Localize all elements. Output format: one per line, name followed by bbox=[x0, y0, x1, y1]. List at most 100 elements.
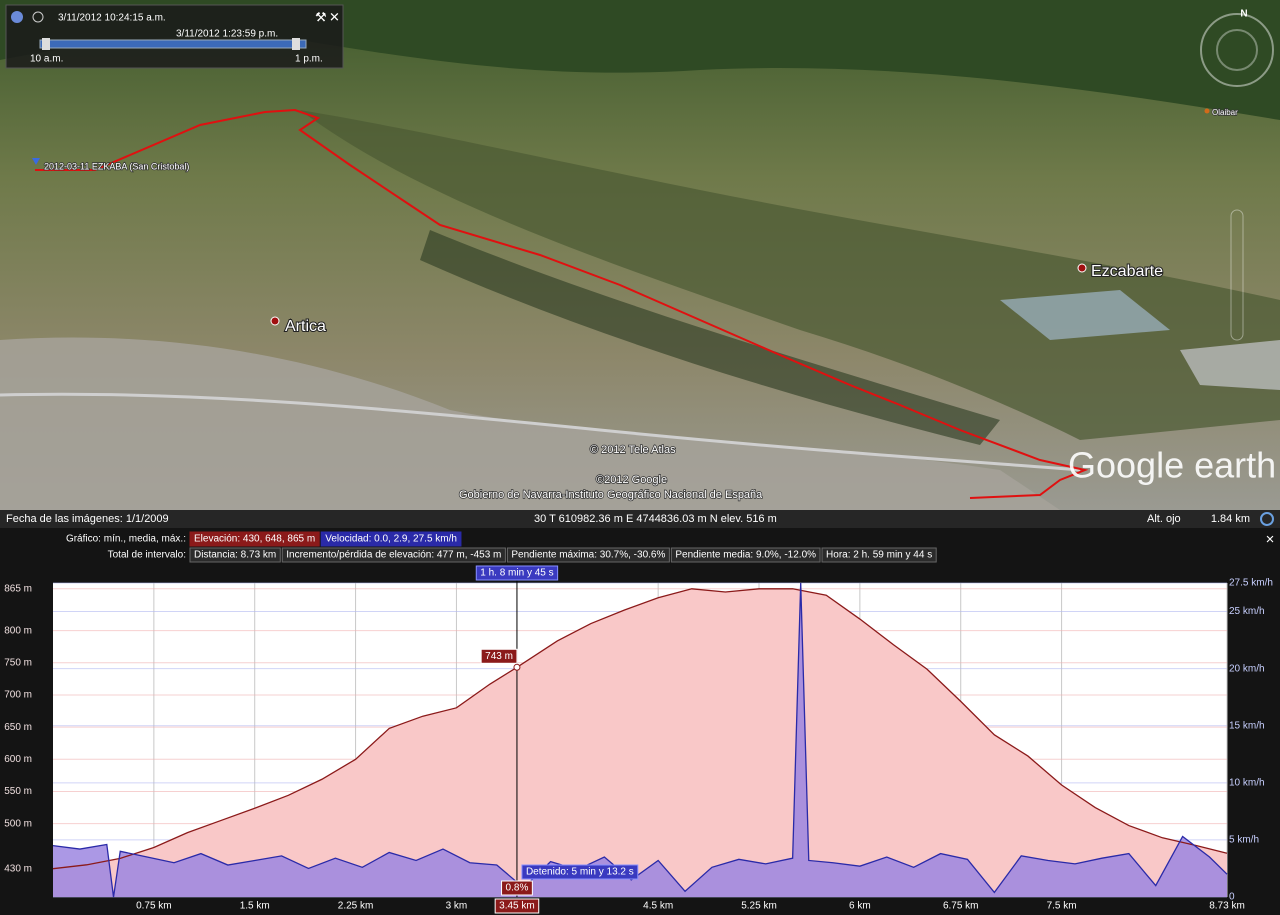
road bbox=[0, 392, 1081, 472]
loading-indicator bbox=[1260, 512, 1274, 526]
credit: © 2012 Tele Atlas bbox=[590, 444, 676, 456]
time-slider-panel bbox=[5, 4, 344, 69]
place-dot bbox=[1204, 108, 1210, 114]
imagery-date: Fecha de las imágenes: 1/1/2009 bbox=[6, 513, 169, 525]
interval-total: Pendiente máxima: 30.7%, -30.6% bbox=[511, 550, 665, 561]
interval-total-box bbox=[821, 547, 937, 563]
compass-north: N bbox=[1240, 9, 1247, 20]
series-area bbox=[53, 583, 1227, 897]
time-button[interactable] bbox=[11, 11, 23, 23]
time-range bbox=[39, 39, 307, 49]
y-tick-label: 700 m bbox=[4, 690, 32, 701]
cursor-stopped: Detenido: 5 min y 13.2 s bbox=[526, 867, 634, 878]
credit: Gobierno de Navarra-Instituto Geográfico… bbox=[459, 489, 763, 501]
cursor-point bbox=[513, 663, 521, 671]
y-tick-label: 865 m bbox=[4, 583, 32, 594]
row-label: Gráfico: mín., media, máx.: bbox=[66, 534, 186, 545]
zoom-out-button[interactable] bbox=[32, 11, 44, 23]
settings-button[interactable]: ⚒ bbox=[315, 9, 327, 24]
y2-tick-label: 20 km/h bbox=[1229, 663, 1265, 674]
series-line bbox=[52, 588, 1228, 870]
logo: Google earth bbox=[1068, 445, 1276, 486]
cursor-elevation: 743 m bbox=[485, 651, 513, 662]
cursor-slope-box bbox=[501, 880, 533, 896]
interval-total: Incremento/pérdida de elevación: 477 m, … bbox=[286, 550, 501, 561]
time-end: 3/11/2012 1:23:59 p.m. bbox=[176, 29, 278, 40]
interval-total-box bbox=[506, 547, 670, 563]
y2-tick-label: 27.5 km/h bbox=[1229, 578, 1273, 589]
cursor-elevation-box bbox=[480, 648, 518, 664]
cursor-distance: 3.45 km bbox=[499, 901, 535, 912]
y-tick-label: 650 m bbox=[4, 722, 32, 733]
y2-tick-label: 10 km/h bbox=[1229, 777, 1265, 788]
buildings bbox=[1180, 340, 1280, 390]
buildings bbox=[1000, 290, 1170, 340]
slider-start-label: 10 a.m. bbox=[30, 54, 63, 65]
slider-handle[interactable] bbox=[42, 38, 50, 50]
x-tick-label: 6.75 km bbox=[943, 901, 979, 912]
legend-entry-box bbox=[189, 531, 320, 547]
series-line bbox=[52, 582, 1228, 898]
cursor-time-box bbox=[475, 565, 559, 581]
series-area bbox=[53, 588, 1227, 897]
y-tick-label: 600 m bbox=[4, 754, 32, 765]
eye-altitude-label: Alt. ojo bbox=[1147, 513, 1181, 525]
cursor-distance-box bbox=[494, 898, 540, 914]
legend-entry: Elevación: 430, 648, 865 m bbox=[194, 534, 315, 545]
y2-tick-label: 15 km/h bbox=[1229, 720, 1265, 731]
interval-total: Pendiente media: 9.0%, -12.0% bbox=[675, 550, 816, 561]
y-tick-label: 750 m bbox=[4, 657, 32, 668]
place-label: Artica bbox=[285, 318, 326, 335]
row-label: Total de intervalo: bbox=[108, 550, 186, 561]
place-dot bbox=[270, 316, 280, 326]
gps-track bbox=[35, 108, 1089, 499]
interval-total-box bbox=[189, 547, 281, 563]
track-label: 2012-03-11 EZKABA (San Cristobal) bbox=[44, 161, 189, 171]
close-button[interactable]: ✕ bbox=[329, 9, 340, 24]
place-label: Olaibar bbox=[1212, 108, 1238, 117]
x-tick-label: 4.5 km bbox=[643, 901, 673, 912]
track-marker bbox=[32, 158, 40, 165]
x-tick-label: 3 km bbox=[446, 901, 468, 912]
compass[interactable] bbox=[1200, 13, 1274, 87]
interval-total: Distancia: 8.73 km bbox=[194, 550, 276, 561]
x-tick-label: 6 km bbox=[849, 901, 871, 912]
place-dot bbox=[1077, 263, 1087, 273]
legend-entry-box bbox=[320, 531, 462, 547]
x-tick-label: 8.73 km bbox=[1209, 901, 1245, 912]
interval-total-box bbox=[670, 547, 821, 563]
y-tick-label: 430 m bbox=[4, 863, 32, 874]
x-tick-label: 0.75 km bbox=[136, 901, 172, 912]
place-label: Ezcabarte bbox=[1091, 263, 1163, 280]
cursor-slope: 0.8% bbox=[506, 883, 529, 894]
map-view[interactable]: 2012-03-11 EZKABA (San Cristobal) Artica… bbox=[0, 0, 1280, 510]
y2-tick-label: 0 bbox=[1229, 892, 1235, 903]
close-profile[interactable]: × bbox=[1266, 531, 1275, 548]
y-tick-label: 800 m bbox=[4, 625, 32, 636]
interval-total: Hora: 2 h. 59 min y 44 s bbox=[826, 550, 932, 561]
cursor-stopped-box bbox=[521, 864, 639, 880]
y-tick-label: 550 m bbox=[4, 786, 32, 797]
eye-altitude: 1.84 km bbox=[1211, 513, 1250, 525]
coordinates: 30 T 610982.36 m E 4744836.03 m N elev. … bbox=[534, 513, 777, 525]
time-start: 3/11/2012 10:24:15 a.m. bbox=[58, 13, 166, 24]
forest bbox=[420, 230, 1000, 445]
y-tick-label: 500 m bbox=[4, 818, 32, 829]
x-tick-label: 2.25 km bbox=[338, 901, 374, 912]
slider-end-label: 1 p.m. bbox=[295, 54, 323, 65]
credit: ©2012 Google bbox=[596, 474, 667, 486]
valley-slope bbox=[300, 110, 1280, 440]
slider-handle[interactable] bbox=[292, 38, 300, 50]
legend-entry: Velocidad: 0.0, 2.9, 27.5 km/h bbox=[325, 534, 457, 545]
y2-tick-label: 25 km/h bbox=[1229, 606, 1265, 617]
look-control[interactable] bbox=[1216, 29, 1258, 71]
x-tick-label: 7.5 km bbox=[1047, 901, 1077, 912]
status-bar bbox=[0, 510, 1280, 528]
x-tick-label: 1.5 km bbox=[240, 901, 270, 912]
x-tick-label: 5.25 km bbox=[741, 901, 777, 912]
interval-total-box bbox=[281, 547, 506, 563]
zoom-slider[interactable] bbox=[1230, 209, 1244, 341]
cursor-time: 1 h. 8 min y 45 s bbox=[480, 568, 553, 579]
y2-tick-label: 5 km/h bbox=[1229, 835, 1259, 846]
